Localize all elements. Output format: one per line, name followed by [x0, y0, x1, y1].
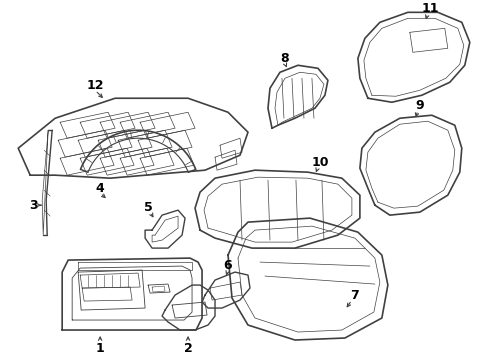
Text: 1: 1 [96, 342, 104, 355]
Text: 6: 6 [224, 258, 232, 271]
Text: 11: 11 [421, 2, 439, 15]
Text: 7: 7 [350, 289, 359, 302]
Text: 2: 2 [184, 342, 193, 355]
Text: 4: 4 [96, 182, 104, 195]
Text: 12: 12 [86, 79, 104, 92]
Text: 10: 10 [311, 156, 329, 169]
Text: 3: 3 [29, 199, 38, 212]
Text: 8: 8 [281, 52, 289, 65]
Text: 9: 9 [416, 99, 424, 112]
Text: 5: 5 [144, 201, 152, 213]
